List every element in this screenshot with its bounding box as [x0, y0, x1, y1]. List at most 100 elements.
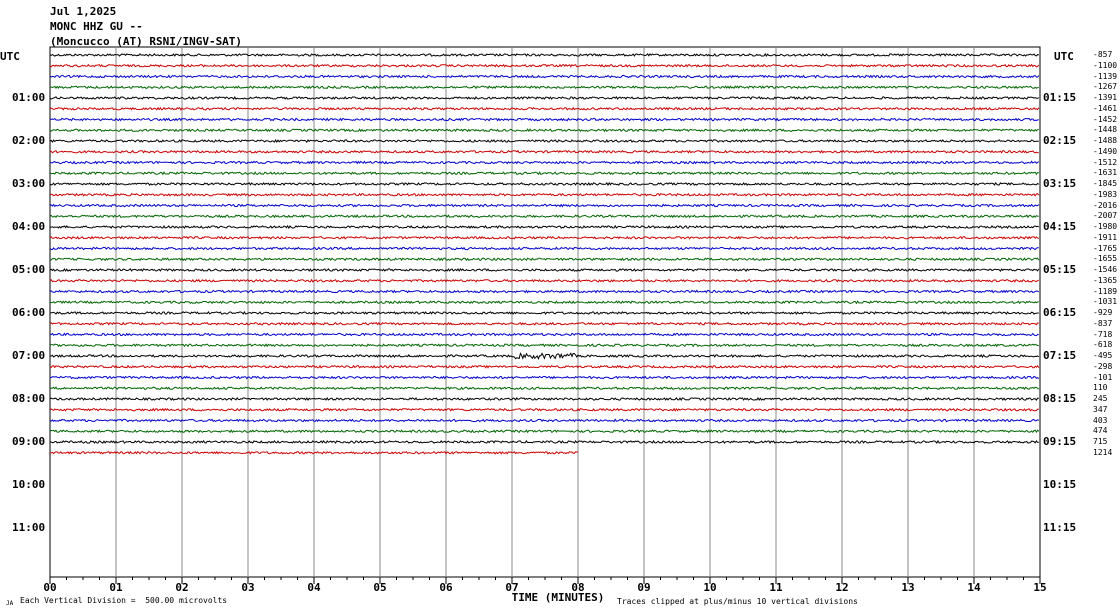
x-tick-label: 00 [43, 581, 57, 594]
trace-offset-label: 347 [1093, 404, 1108, 414]
left-hour-label: 06:00 [12, 306, 46, 319]
trace-offset-label: -1031 [1093, 297, 1118, 307]
right-hour-label: 09:15 [1043, 435, 1077, 448]
trace-offset-label: -837 [1093, 318, 1113, 328]
trace-offset-label: -1391 [1093, 93, 1118, 102]
x-tick-label: 12 [835, 581, 849, 594]
left-hour-label: 05:00 [12, 263, 46, 276]
trace-offset-label: 1214 [1093, 447, 1113, 457]
seismic-trace [49, 268, 1040, 273]
x-tick-label: 05 [373, 581, 387, 594]
trace-offset-label: 403 [1093, 415, 1108, 425]
right-hour-label: 07:15 [1043, 349, 1077, 362]
trace-offset-label: -1911 [1093, 232, 1118, 242]
trace-offset-label: -1631 [1093, 168, 1118, 178]
trace-offset-label: -1845 [1093, 179, 1118, 188]
seismic-trace [49, 321, 1039, 326]
left-hour-label: 01:00 [12, 91, 46, 104]
x-tick-label: 14 [967, 581, 981, 594]
seismic-trace [49, 310, 1039, 316]
right-hour-label: 04:15 [1043, 220, 1077, 233]
seismic-trace [49, 117, 1039, 122]
trace-offset-label: -2007 [1093, 211, 1118, 221]
seismic-trace [49, 375, 1040, 380]
left-hour-label: 07:00 [12, 349, 46, 362]
trace-offset-label: -929 [1093, 308, 1113, 317]
trace-offset-label: -1100 [1093, 60, 1118, 70]
right-hour-label: 08:15 [1043, 392, 1077, 405]
seismic-trace [49, 74, 1040, 79]
left-hour-label: 09:00 [12, 435, 46, 448]
seismic-trace [49, 203, 1040, 208]
right-hour-label: 01:15 [1043, 91, 1077, 104]
seismic-trace [49, 397, 1039, 402]
trace-offset-label: -618 [1093, 340, 1113, 350]
seismic-trace [49, 278, 1040, 283]
trace-offset-label: -1139 [1093, 71, 1118, 81]
seismic-trace [49, 332, 1039, 337]
x-tick-label: 01 [109, 581, 123, 594]
trace-offset-label: 715 [1093, 437, 1108, 446]
trace-offset-label: -1546 [1093, 265, 1118, 274]
left-axis-title: UTC [0, 50, 20, 63]
seismic-trace [49, 386, 1040, 391]
trace-offset-label: -1267 [1093, 82, 1118, 92]
right-hour-label: 05:15 [1043, 263, 1077, 276]
trace-offset-label: -2016 [1093, 200, 1118, 210]
seismic-trace [49, 300, 1039, 305]
trace-offset-label: 245 [1093, 394, 1108, 403]
seismic-trace [50, 439, 1039, 444]
seismic-trace [49, 85, 1039, 90]
seismic-trace [49, 450, 579, 455]
x-tick-label: 02 [175, 581, 189, 594]
x-tick-label: 07 [505, 581, 519, 594]
x-tick-label: 04 [307, 581, 321, 594]
right-hour-label: 03:15 [1043, 177, 1077, 190]
seismic-trace [49, 343, 1039, 348]
station-label: MONC HHZ GU -- [50, 20, 143, 33]
seismic-trace [49, 407, 1039, 412]
trace-offset-label: 474 [1093, 426, 1108, 436]
right-axis-title: UTC [1054, 50, 1074, 63]
trace-offset-label: -101 [1093, 372, 1113, 382]
trace-offset-label: -1490 [1093, 146, 1118, 156]
seismic-trace [49, 429, 1040, 434]
x-tick-label: 08 [571, 581, 585, 594]
network-label: (Moncucco (AT) RSNI/INGV-SAT) [50, 35, 243, 48]
trace-offset-label: -1452 [1093, 114, 1118, 124]
x-axis-label: TIME (MINUTES) [511, 591, 605, 604]
seismic-trace [49, 128, 1039, 133]
trace-offset-label: -1980 [1093, 222, 1118, 231]
clip-note: Traces clipped at plus/minus 10 vertical… [617, 597, 858, 606]
seismic-trace [49, 289, 1040, 294]
trace-offset-label: -495 [1093, 351, 1113, 360]
scale-note: Each Vertical Division = 500.00 microvol… [20, 596, 228, 605]
trace-offset-label: -1365 [1093, 275, 1118, 285]
x-tick-label: 13 [901, 581, 915, 594]
seismic-trace [49, 246, 1039, 251]
seismic-trace [49, 160, 1040, 165]
seismic-trace [49, 171, 1039, 176]
right-hour-label: 02:15 [1043, 134, 1077, 147]
seismic-trace [49, 95, 1040, 100]
trace-offset-label: -1488 [1093, 136, 1118, 145]
left-hour-label: 03:00 [12, 177, 46, 190]
seismic-trace [49, 235, 1040, 240]
seismic-trace [49, 149, 1039, 154]
trace-offset-label: 110 [1093, 383, 1108, 393]
seismic-trace [49, 139, 1039, 144]
seismic-trace [49, 106, 1040, 111]
seismic-trace [49, 418, 1040, 423]
x-tick-label: 06 [439, 581, 453, 594]
date-label: Jul 1,2025 [50, 5, 117, 18]
seismic-trace [49, 257, 1040, 262]
seismic-trace [49, 63, 1040, 68]
corner-mark: JA [6, 600, 14, 607]
right-hour-label: 06:15 [1043, 306, 1077, 319]
trace-offset-label: -857 [1093, 50, 1113, 59]
left-hour-label: 08:00 [12, 392, 46, 405]
left-hour-label: 11:00 [12, 521, 46, 534]
left-hour-label: 10:00 [12, 478, 46, 491]
plot-frame [49, 46, 1041, 578]
seismic-trace [49, 364, 1040, 369]
